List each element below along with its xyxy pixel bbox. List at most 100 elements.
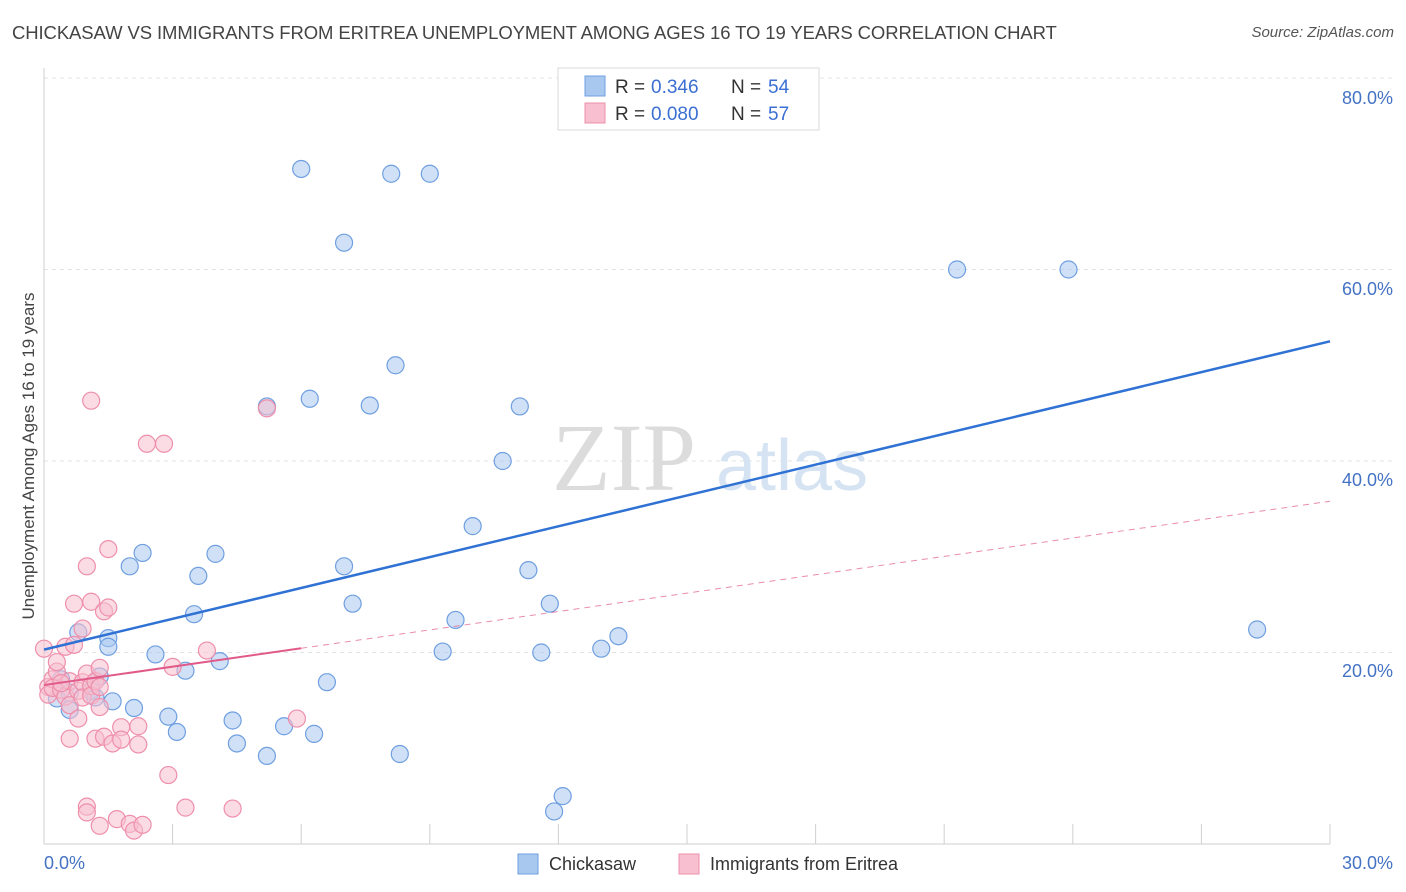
data-point [609,627,628,646]
data-point [519,561,538,580]
data-point [360,396,379,415]
data-point [133,543,152,563]
bottom-legend-swatch-chickasaw [517,853,539,875]
chart-title: CHICKASAW VS IMMIGRANTS FROM ERITREA UNE… [12,22,1057,43]
data-point [112,730,131,749]
data-point [287,709,307,728]
data-point [317,673,337,692]
data-point [176,798,195,817]
gridlines [44,77,1392,653]
data-point [292,159,311,179]
watermark-zip: ZIP [552,404,696,511]
watermark-atlas: atlas [716,426,868,506]
legend-r-value-eritrea: 0.080 [651,104,699,125]
data-point [64,594,84,613]
data-point [60,729,79,748]
data-point [1248,620,1267,639]
data-point [390,744,409,764]
data-point [82,592,101,611]
x-tick-label-max: 30.0% [1342,853,1393,873]
data-point [304,724,324,743]
series-eritrea-points [34,391,307,840]
data-point [206,544,225,563]
data-point [532,643,551,662]
data-point [223,711,242,730]
data-point [545,802,564,821]
data-point [82,391,101,410]
data-point [227,734,246,753]
trend-lines [43,340,1331,687]
data-point [124,698,144,718]
data-point [154,434,174,453]
trend-line-eritrea-solid [43,647,302,687]
data-point [1059,260,1078,279]
y-tick-label-80: 80.0% [1342,88,1393,108]
data-point [167,722,186,742]
data-point [382,164,401,183]
data-point [99,598,118,617]
data-point [99,637,118,656]
chart-source: Source: ZipAtlas.com [1251,24,1394,41]
data-point [300,389,319,408]
data-point [133,815,152,834]
data-point [592,639,611,658]
legend-r-label-chickasaw: R = [615,77,645,98]
correlation-legend: R = 0.346 N = 54 R = 0.080 N = 57 [557,67,820,131]
legend-n-value-eritrea: 57 [768,104,789,125]
data-point [137,434,156,453]
legend-n-label-eritrea: N = [731,104,761,125]
data-point [553,787,572,806]
data-point [77,803,96,822]
x-ticks [172,824,1331,844]
series-legend: Chickasaw Immigrants from Eritrea [517,853,899,875]
data-point [129,735,148,754]
data-point [90,677,109,697]
data-point [90,658,109,677]
data-point [90,697,109,717]
data-point [90,816,109,835]
data-point [47,652,66,672]
data-point [257,399,277,418]
y-tick-label-20: 20.0% [1342,661,1393,681]
y-axis-label: Unemployment Among Ages 16 to 19 years [19,293,38,620]
y-tick-label-60: 60.0% [1342,279,1393,299]
data-point [463,517,482,536]
y-tick-label-40: 40.0% [1342,470,1393,490]
data-point [159,707,178,726]
legend-r-value-chickasaw: 0.346 [651,77,699,98]
legend-swatch-eritrea [584,102,606,124]
data-point [947,260,967,279]
trend-line-chickasaw [43,340,1331,651]
data-point [493,451,512,471]
data-point [189,566,208,586]
data-point [257,746,277,766]
data-point [77,557,96,576]
data-point [120,557,139,576]
x-tick-label-min: 0.0% [44,853,85,873]
data-point [73,619,92,638]
data-point [146,645,165,664]
trend-line-eritrea-dashed [301,500,1331,649]
data-point [334,233,354,252]
data-point [223,799,242,818]
data-point [433,642,452,661]
data-point [129,717,148,736]
data-point [540,594,559,613]
data-point [99,539,118,559]
data-point [420,164,439,183]
data-point [159,765,178,785]
data-point [69,709,88,728]
bottom-legend-swatch-eritrea [678,853,700,875]
legend-swatch-chickasaw [584,75,606,97]
data-point [197,641,216,660]
data-point [510,397,529,416]
legend-n-label-chickasaw: N = [731,77,761,98]
legend-n-value-chickasaw: 54 [768,77,790,98]
bottom-legend-label-chickasaw: Chickasaw [549,854,637,874]
data-point [334,557,354,576]
data-point [343,594,362,613]
data-point [386,356,405,375]
data-point [446,610,465,630]
legend-r-label-eritrea: R = [615,104,645,125]
